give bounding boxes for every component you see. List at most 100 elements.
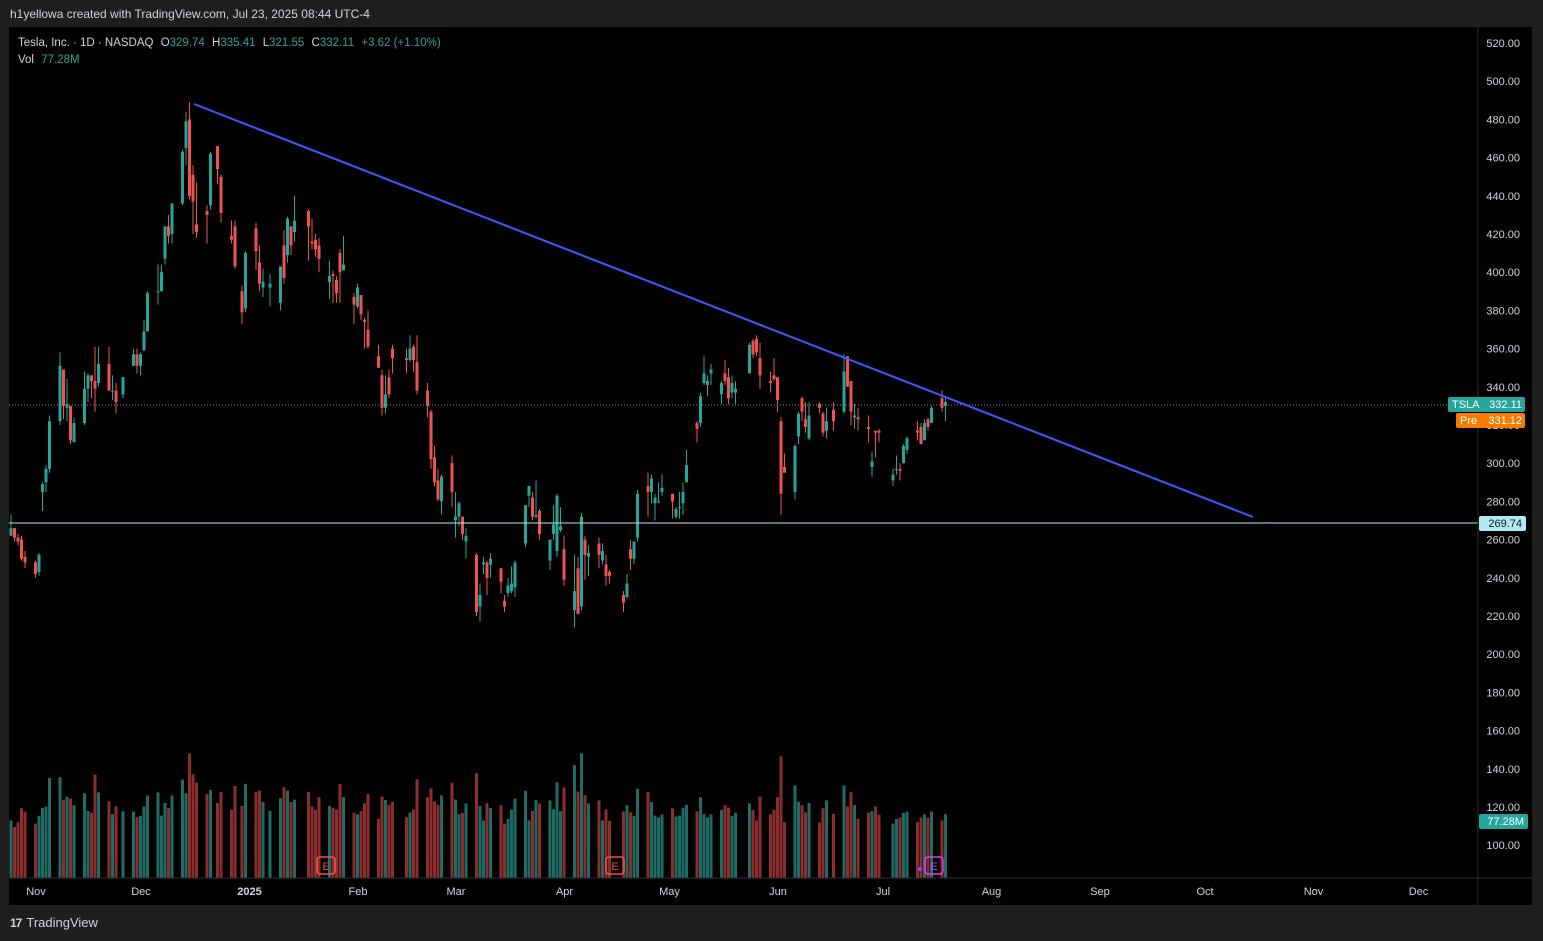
- time-axis-tick: May: [659, 886, 680, 898]
- volume-bar: [905, 811, 909, 878]
- candle-body: [755, 339, 758, 353]
- candle-body: [548, 539, 552, 561]
- candle-body: [62, 369, 65, 406]
- candle-body: [597, 543, 601, 555]
- volume-bar: [181, 779, 184, 878]
- candle-body: [23, 556, 27, 563]
- candle-body: [436, 480, 440, 500]
- volume-bar: [748, 803, 751, 878]
- volume-bar: [632, 815, 636, 878]
- volume-bar: [919, 817, 923, 878]
- volume-bar: [135, 817, 139, 878]
- volume-bar: [846, 806, 849, 878]
- volume-bar: [457, 814, 461, 878]
- time-axis-tick: Nov: [1304, 886, 1324, 898]
- candle-body: [919, 426, 923, 445]
- candle-body: [748, 344, 751, 374]
- candle-body: [13, 528, 16, 538]
- price-axis-tick: 120.00: [1486, 802, 1520, 814]
- volume-bar: [870, 811, 874, 878]
- candle-body: [293, 220, 296, 233]
- candle-body: [632, 541, 636, 559]
- volume-bar: [751, 810, 755, 878]
- volume-bar: [769, 814, 772, 878]
- candle-body: [258, 262, 261, 284]
- candle-body: [475, 554, 478, 613]
- time-axis-tick: Apr: [556, 886, 573, 898]
- candle-body: [636, 493, 639, 538]
- volume-bar: [856, 818, 860, 878]
- legend-high: 335.41: [220, 37, 256, 49]
- volume-bar: [475, 773, 478, 878]
- candle-body: [41, 484, 44, 492]
- volume-bar: [461, 812, 464, 878]
- volume-bar: [779, 756, 783, 878]
- volume-bar: [258, 790, 261, 878]
- candle-body: [940, 398, 944, 408]
- volume-bar: [62, 799, 65, 878]
- candle-body: [758, 358, 762, 376]
- candle-body: [538, 510, 541, 534]
- snapshot-caption: h1yellowa created with TradingView.com, …: [10, 7, 370, 21]
- price-axis-tick: 360.00: [1486, 344, 1520, 356]
- legend-open: 329.74: [169, 37, 205, 49]
- volume-bar: [842, 785, 846, 878]
- volume-bar: [608, 820, 611, 878]
- candle-body: [216, 146, 219, 170]
- candle-body: [450, 463, 454, 492]
- volume-bar: [429, 788, 433, 878]
- volume-bar: [783, 822, 786, 878]
- candle-body: [723, 373, 727, 382]
- candle-body: [825, 421, 828, 431]
- candle-body: [646, 486, 650, 492]
- candle-body: [891, 474, 895, 481]
- volume-bar: [601, 820, 604, 878]
- volume-bar: [671, 808, 674, 878]
- trendline[interactable]: [193, 103, 1254, 518]
- volume-bar: [695, 811, 699, 878]
- volume-bar: [415, 779, 419, 878]
- candle-body: [905, 438, 909, 450]
- earnings-marker-jan[interactable]: E: [316, 856, 336, 875]
- candle-body: [314, 239, 317, 250]
- candle-body: [170, 203, 174, 234]
- time-axis[interactable]: Nov Dec 2025 Feb Mar Apr May Jun Jul Aug Sep Oct Nov…: [26, 886, 1429, 898]
- candle-body: [653, 497, 657, 504]
- candle-body: [279, 266, 282, 303]
- volume-bar: [678, 815, 681, 878]
- chart-frame[interactable]: E E E ✦ 520.00 500.00 480.00 460.00 440.00 42…: [9, 27, 1532, 905]
- candle-body: [629, 549, 632, 559]
- candle-body: [338, 253, 342, 273]
- price-chart[interactable]: E E E ✦ 520.00 500.00 480.00 460.00 440.00 42…: [9, 27, 1532, 905]
- price-axis[interactable]: 520.00 500.00 480.00 460.00 440.00 420.00 400.…: [1486, 38, 1520, 852]
- candle-body: [821, 413, 825, 433]
- candle-body: [384, 394, 387, 408]
- candle-body: [464, 535, 468, 542]
- volume-bar: [160, 815, 163, 878]
- tradingview-logo[interactable]: 17 TradingView: [10, 915, 98, 930]
- legend-low: 321.55: [269, 37, 305, 49]
- volume-bar: [944, 814, 947, 878]
- earnings-marker-apr[interactable]: E: [605, 856, 625, 875]
- volume-bar: [482, 820, 485, 878]
- volume-bar: [807, 803, 811, 878]
- svg-text:E: E: [611, 861, 618, 873]
- candle-body: [562, 549, 566, 580]
- volume-bar: [282, 787, 286, 878]
- candle-body: [706, 381, 709, 385]
- volume-bar: [793, 785, 797, 878]
- volume-bar: [377, 818, 380, 878]
- volume-bar: [755, 820, 758, 878]
- candle-body: [254, 228, 258, 252]
- candle-body: [286, 218, 289, 256]
- time-axis-tick: Jun: [769, 886, 787, 898]
- legend-vol-value: 77.28M: [41, 54, 80, 66]
- volume-bar: [849, 792, 853, 878]
- volume-bar: [646, 792, 650, 878]
- candle-body: [387, 377, 391, 395]
- earnings-marker-jul[interactable]: E ✦: [915, 856, 944, 876]
- volume-bar: [706, 817, 709, 878]
- volume-bar: [380, 796, 384, 878]
- volume-bar: [681, 807, 685, 878]
- candle-body: [657, 501, 660, 503]
